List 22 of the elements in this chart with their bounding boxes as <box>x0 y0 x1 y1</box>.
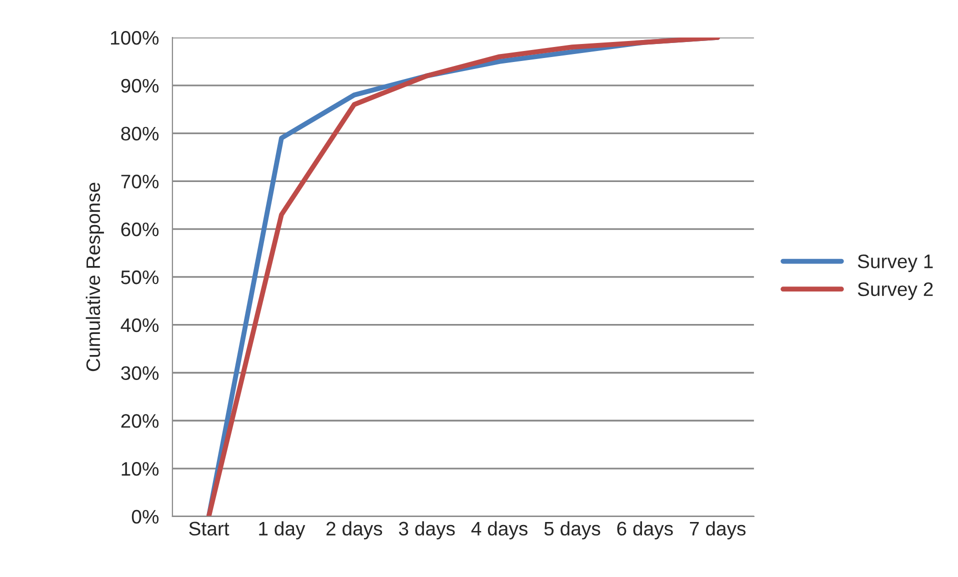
x-tick-label: Start <box>189 522 230 536</box>
legend-label: Survey 1 <box>858 254 933 272</box>
y-tick-label: 100% <box>111 30 159 45</box>
y-tick-label: 30% <box>121 366 159 380</box>
y-tick-label: 60% <box>121 222 159 236</box>
y-tick-label: 20% <box>121 414 159 428</box>
x-tick-label: 1 day <box>259 521 306 540</box>
y-axis-title: Cumulative Response <box>86 182 104 372</box>
y-tick-label: 0% <box>132 510 159 524</box>
y-tick-label: 50% <box>121 270 159 284</box>
x-tick-label: 2 days <box>326 521 382 540</box>
y-tick-label: 40% <box>120 318 159 332</box>
x-tick-label: 5 days <box>544 521 600 540</box>
y-tick-label: 70% <box>121 174 159 188</box>
x-tick-label: 3 days <box>398 521 455 540</box>
legend-label: Survey 2 <box>858 282 933 300</box>
y-tick-label: 90% <box>121 78 159 93</box>
y-tick-label: 80% <box>121 126 159 141</box>
x-tick-label: 7 days <box>690 521 746 540</box>
y-tick-label: 10% <box>122 462 159 476</box>
x-tick-label: 6 days <box>617 521 673 540</box>
x-tick-label: 4 days <box>471 521 528 540</box>
